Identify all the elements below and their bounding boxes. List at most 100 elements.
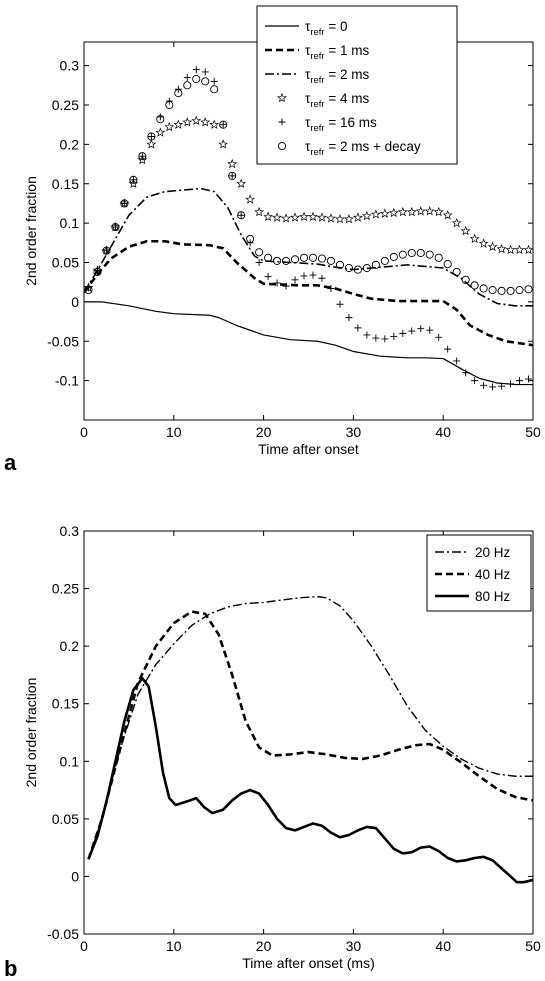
x-tick-label: 30 [346, 938, 362, 954]
legend-item: τrefr = 16 ms [278, 115, 377, 134]
data-point [291, 276, 299, 284]
x-tick-label: 20 [256, 938, 272, 954]
panel-b: 0 10 20 30 40 50-0.0500.050.10.150.20.250.3Ti… [23, 523, 541, 971]
data-point [111, 223, 119, 231]
data-point [299, 211, 309, 222]
panel-letter-b: b [4, 956, 17, 981]
y-axis-title: 2nd order fraction [23, 176, 39, 286]
legend-box [256, 5, 458, 165]
data-point [84, 284, 92, 292]
y-tick-label: 0.1 [60, 753, 80, 769]
x-tick-label: 0 [80, 424, 88, 440]
data-point [245, 194, 256, 204]
data-point [434, 253, 443, 262]
data-point [201, 68, 209, 76]
data-point [381, 335, 389, 343]
data-point [408, 327, 416, 335]
y-tick-label: 0.1 [60, 215, 80, 231]
data-point [84, 286, 93, 295]
data-point [183, 81, 192, 90]
series-80-hz [87, 677, 533, 884]
data-point [516, 377, 524, 385]
data-point [469, 233, 480, 244]
data-point [174, 89, 183, 98]
legend-marker [277, 141, 287, 151]
data-point [218, 139, 229, 149]
data-point [281, 256, 291, 265]
data-point [317, 212, 327, 222]
data-point [497, 286, 506, 295]
y-axis-title: 2nd order fraction [23, 678, 39, 788]
y-tick-label: 0.2 [60, 136, 80, 152]
data-point [370, 209, 381, 219]
data-point [417, 325, 425, 333]
data-point [209, 119, 220, 129]
legend-item: τrefr = 1 ms [265, 43, 369, 62]
data-point [343, 214, 354, 224]
data-point [361, 210, 372, 221]
data-point [200, 117, 211, 127]
plot-frame [83, 530, 534, 935]
data-point [273, 256, 282, 265]
data-point [201, 77, 210, 86]
data-point [496, 243, 507, 254]
data-point [389, 252, 398, 262]
data-point [442, 210, 453, 220]
panel-letter-a: a [4, 450, 17, 475]
data-point [335, 260, 344, 269]
data-point [506, 286, 515, 295]
data-point [507, 380, 515, 388]
legend-label: τrefr = 2 ms + decay [305, 139, 421, 158]
data-point [470, 281, 479, 290]
data-point [514, 244, 525, 255]
data-point [129, 175, 138, 184]
series-line [87, 610, 533, 860]
y-tick-label: 0.2 [60, 638, 80, 654]
data-point [272, 212, 282, 222]
data-point [318, 274, 326, 282]
legend-item: 80 Hz [435, 589, 511, 604]
data-point [480, 381, 488, 389]
x-tick-label: 50 [525, 424, 541, 440]
data-point [489, 383, 497, 391]
data-point [228, 172, 236, 180]
data-point [498, 382, 506, 390]
data-point [452, 267, 461, 277]
data-point [138, 152, 147, 161]
y-tick-label: 0.15 [52, 696, 79, 712]
y-tick-label: 0.15 [52, 176, 79, 192]
data-point [416, 248, 425, 258]
legend-marker [278, 118, 286, 126]
data-point [363, 331, 371, 339]
data-point [290, 212, 300, 222]
data-point [255, 248, 264, 257]
data-point [156, 115, 165, 124]
data-point [444, 345, 452, 353]
data-point [471, 377, 479, 385]
legend-item: 20 Hz [435, 545, 511, 560]
data-point [461, 275, 470, 284]
x-tick-label: 40 [435, 424, 451, 440]
data-point [390, 333, 398, 341]
data-point [345, 314, 353, 322]
data-point [138, 152, 146, 160]
legend-label: 20 Hz [475, 545, 511, 560]
data-point [524, 285, 533, 294]
y-tick-label: 0.05 [52, 255, 79, 271]
data-point [237, 211, 245, 219]
data-point [326, 213, 336, 223]
data-point [380, 256, 389, 265]
data-point [146, 139, 157, 149]
series-20-hz [87, 595, 533, 860]
y-tick-label: -0.05 [47, 333, 79, 349]
series-2 [84, 239, 533, 347]
data-point [308, 253, 318, 262]
data-point [191, 115, 202, 125]
data-point [487, 241, 498, 251]
data-point [443, 260, 452, 269]
data-point [147, 133, 155, 140]
y-tick-label: 0 [71, 294, 79, 310]
data-point [192, 74, 201, 84]
data-point [246, 234, 255, 243]
x-axis-title: Time after onset (ms) [242, 955, 375, 971]
